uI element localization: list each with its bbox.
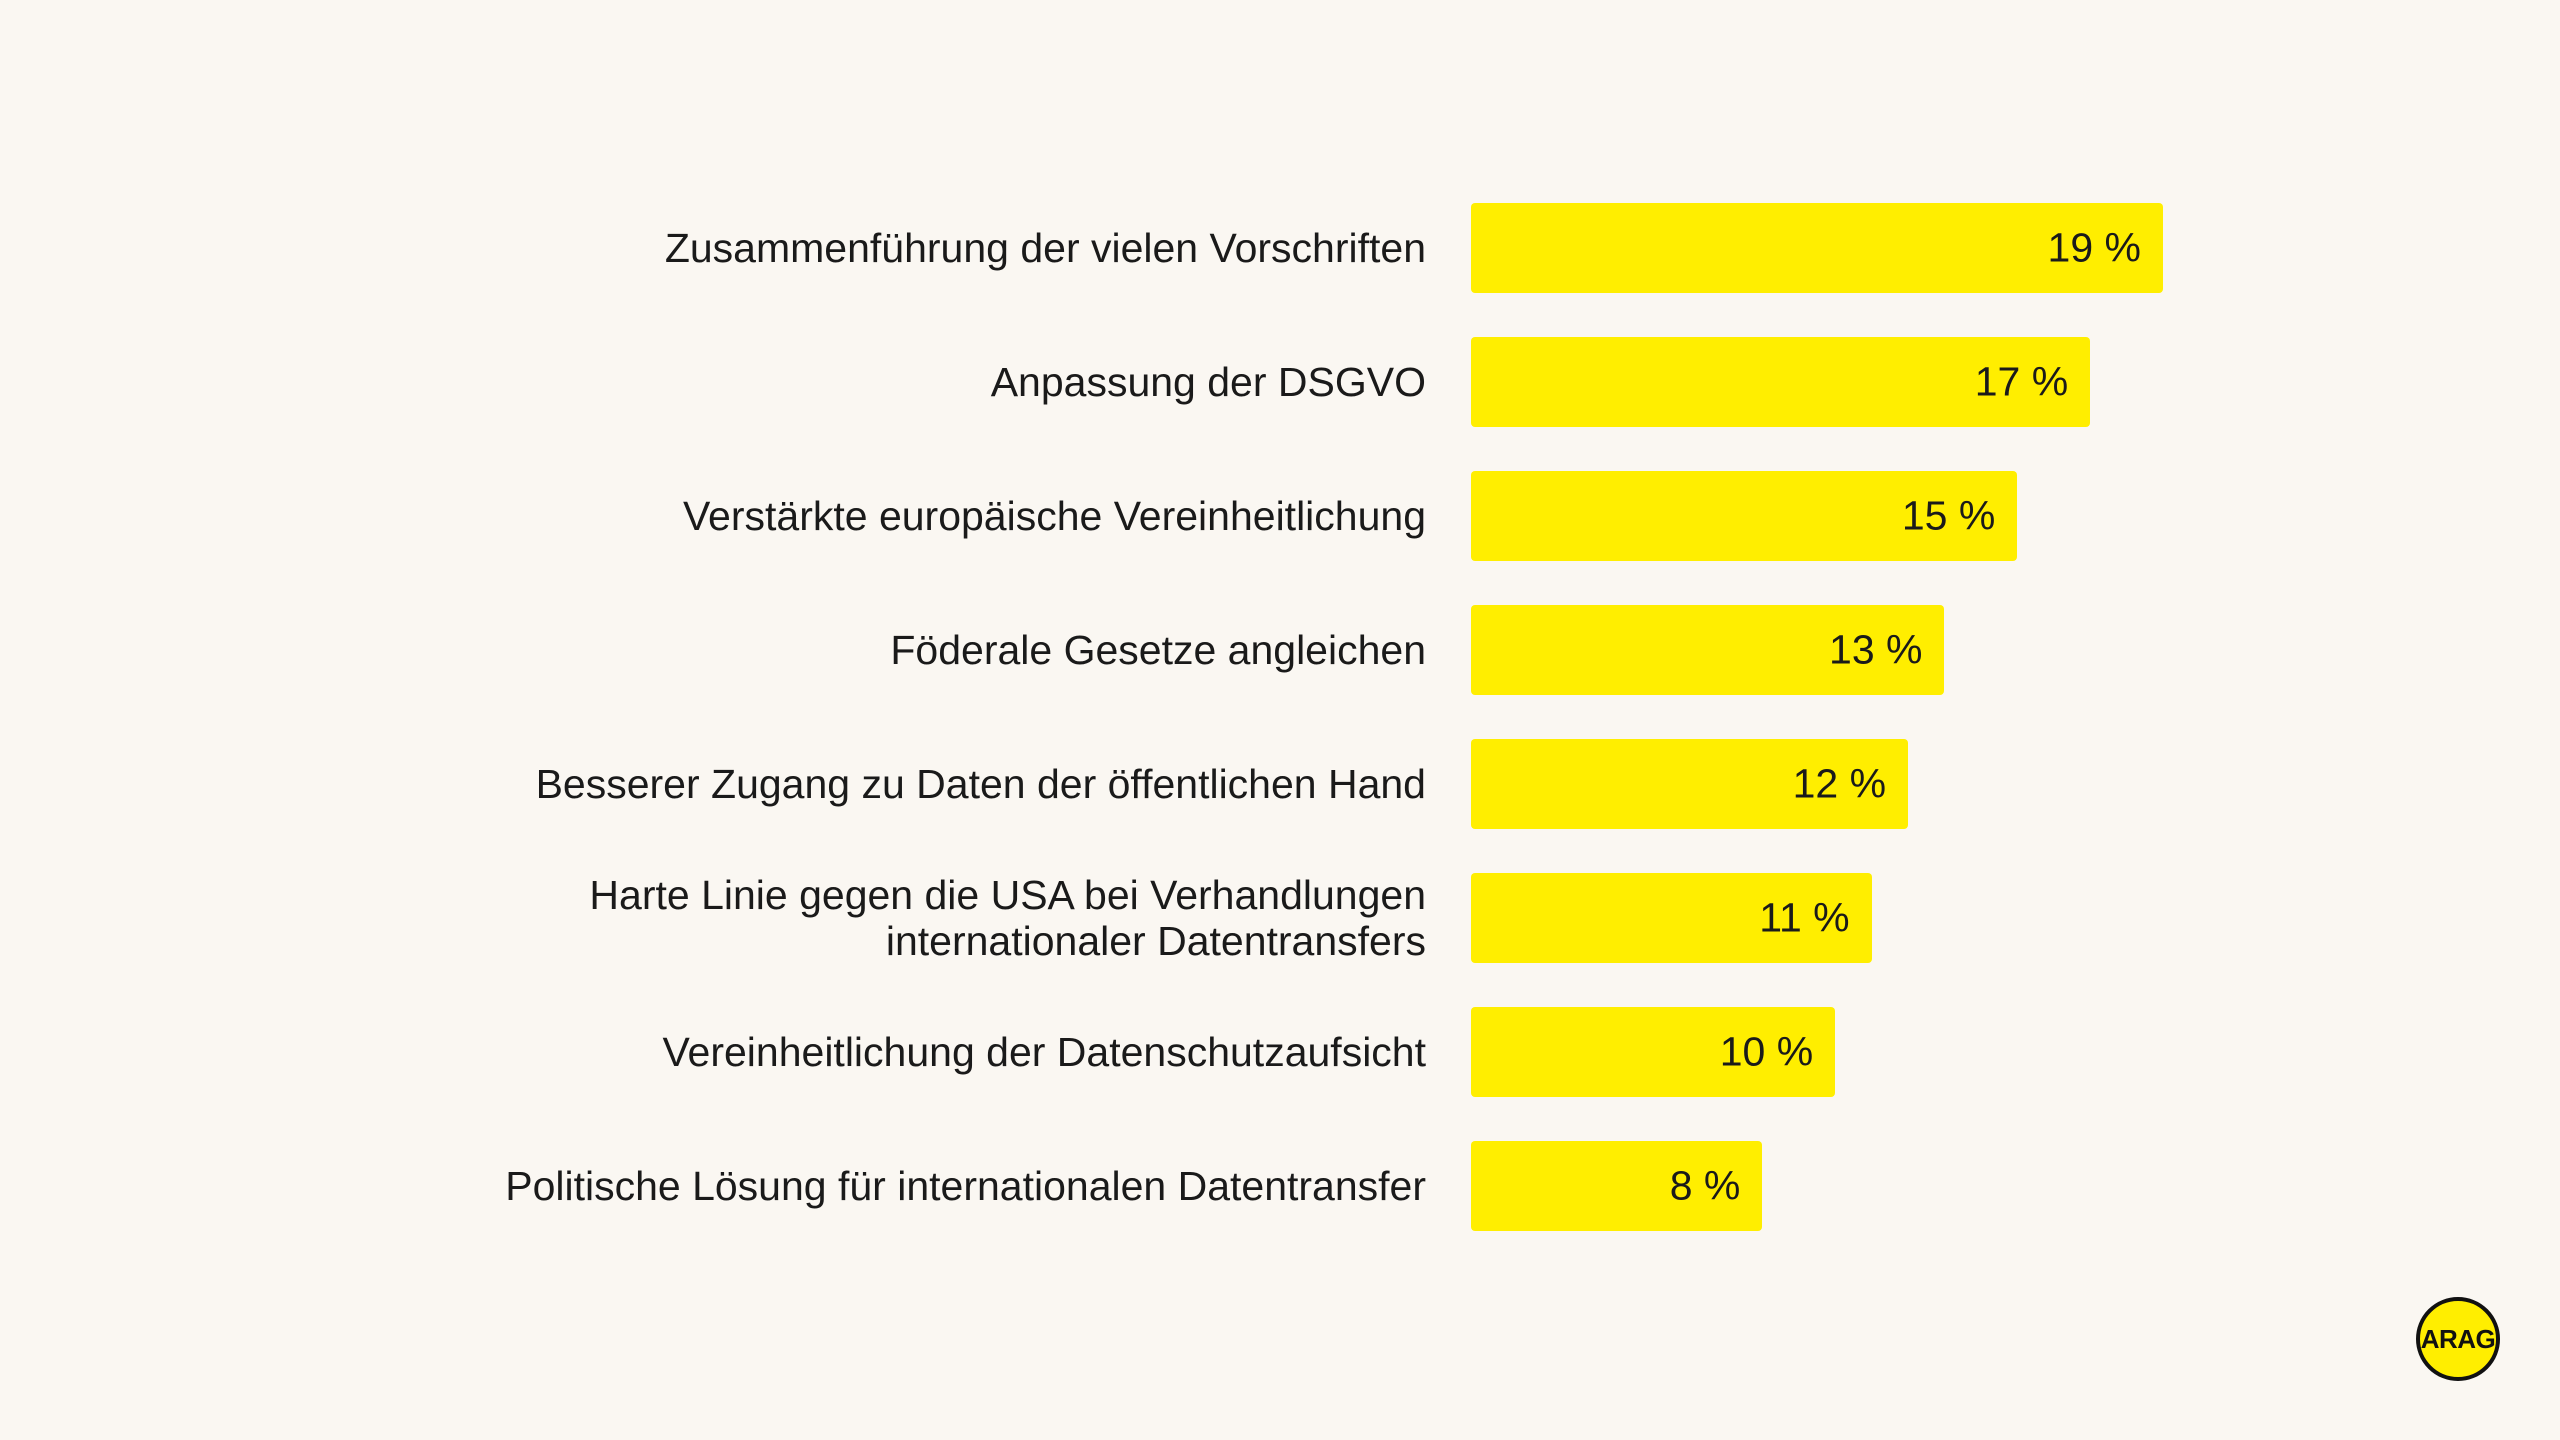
category-label: Vereinheitlichung der Datenschutzaufsich… xyxy=(662,1029,1426,1075)
bar: 8 % xyxy=(1471,1141,1763,1231)
bar: 12 % xyxy=(1471,739,1909,829)
bar-value-label: 13 % xyxy=(1829,626,1923,673)
bar: 10 % xyxy=(1471,1007,1836,1097)
bar: 17 % xyxy=(1471,337,2091,427)
bar-value-label: 11 % xyxy=(1759,894,1850,941)
bar-value-label: 17 % xyxy=(1974,358,2069,405)
bar-value-label: 10 % xyxy=(1719,1028,1814,1075)
bar: 13 % xyxy=(1471,605,1945,695)
bar: 11 % xyxy=(1471,873,1872,963)
category-label: Föderale Gesetze angleichen xyxy=(890,627,1426,673)
category-label-line: Verstärkte europäische Vereinheitlichung xyxy=(682,493,1426,539)
category-label-line: Zusammenführung der vielen Vorschriften xyxy=(664,225,1426,271)
bar: 19 % xyxy=(1471,203,2163,293)
category-label: Besserer Zugang zu Daten der öffentliche… xyxy=(536,761,1426,807)
category-label-line: Föderale Gesetze angleichen xyxy=(890,627,1426,673)
bar-value-label: 15 % xyxy=(1901,492,1996,539)
category-label-line: Anpassung der DSGVO xyxy=(990,359,1426,405)
bar-value-label: 12 % xyxy=(1792,760,1887,807)
category-label-line: Politische Lösung für internationalen Da… xyxy=(505,1163,1426,1209)
category-label: Verstärkte europäische Vereinheitlichung xyxy=(683,493,1426,539)
logo-text: ARAG xyxy=(2420,1323,2496,1354)
category-label-line: internationaler Datentransfers xyxy=(885,918,1426,964)
category-label-line: Harte Linie gegen die USA bei Verhandlun… xyxy=(589,872,1426,918)
category-label-line: Besserer Zugang zu Daten der öffentliche… xyxy=(535,761,1426,807)
bar-value-label: 19 % xyxy=(2047,224,2141,271)
category-label-line: Vereinheitlichung der Datenschutzaufsich… xyxy=(662,1029,1426,1075)
arag-logo: ARAG xyxy=(2416,1297,2500,1381)
category-label: Anpassung der DSGVO xyxy=(991,359,1426,405)
category-label: Politische Lösung für internationalen Da… xyxy=(505,1163,1426,1209)
bar: 15 % xyxy=(1471,471,2018,561)
bar-value-label: 8 % xyxy=(1669,1162,1741,1209)
category-label: Zusammenführung der vielen Vorschriften xyxy=(665,225,1426,271)
category-label: Harte Linie gegen die USA bei Verhandlun… xyxy=(589,872,1426,964)
